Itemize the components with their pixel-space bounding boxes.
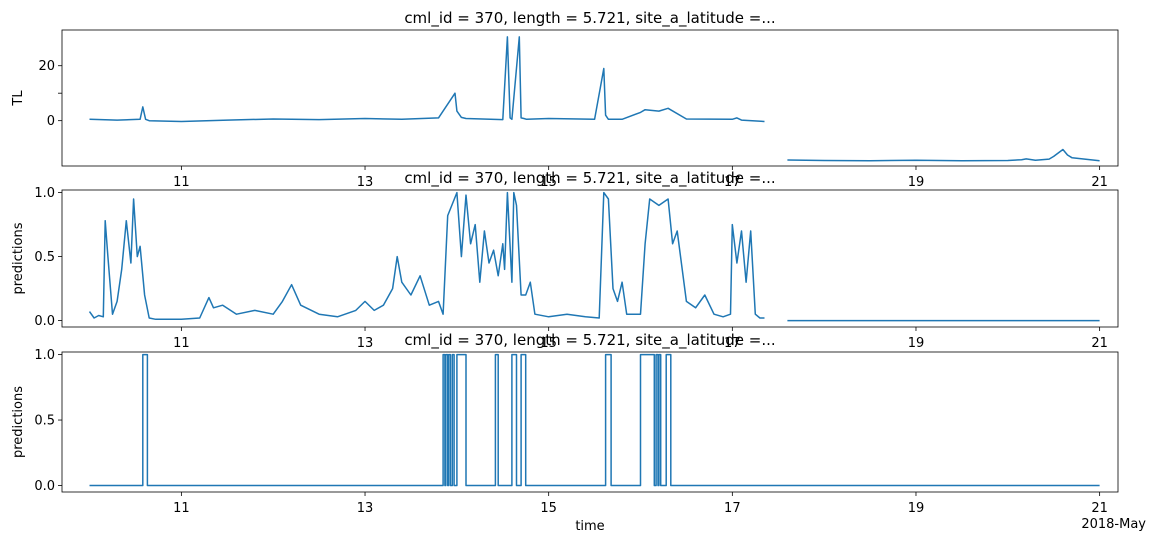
x-tick-label: 17 <box>724 175 741 190</box>
series-line-1 <box>89 36 765 123</box>
y-axis-label: predictions <box>11 222 26 294</box>
step-series-line <box>89 353 1100 487</box>
y-tick-label: 0.5 <box>34 250 55 265</box>
axes-frame <box>61 189 1119 328</box>
y-tick-label: 0.0 <box>34 479 55 494</box>
x-tick-label: 21 <box>1091 501 1108 516</box>
x-tick-label: 11 <box>173 175 190 190</box>
y-tick-label: 1.0 <box>34 186 55 201</box>
chart-title: cml_id = 370, length = 5.721, site_a_lat… <box>404 9 775 28</box>
date-offset-label: 2018-May <box>1081 517 1146 532</box>
y-tick-label: 1.0 <box>34 348 55 363</box>
y-tick-label: 0 <box>47 114 55 129</box>
x-tick-label: 19 <box>908 501 925 516</box>
x-tick-label: 15 <box>540 336 557 351</box>
chart-title: cml_id = 370, length = 5.721, site_a_lat… <box>404 169 775 188</box>
chart-panel-binary-predictions: 11 13 15 17 19 21 0.0 0.5 1.0 predictions cml_id =… <box>11 331 1119 534</box>
axes-frame <box>61 29 1119 167</box>
y-axis-label: TL <box>11 90 26 107</box>
y-tick-label: 0.0 <box>34 314 55 329</box>
y-tick-label: 20 <box>38 59 55 74</box>
x-tick-label: 13 <box>357 175 374 190</box>
x-tick-label: 15 <box>540 175 557 190</box>
x-axis-label: time <box>575 519 604 534</box>
x-tick-label: 11 <box>173 336 190 351</box>
x-tick-label: 17 <box>724 501 741 516</box>
axes-frame <box>61 351 1119 493</box>
x-tick-label: 21 <box>1091 336 1108 351</box>
series-line-2 <box>787 148 1100 162</box>
x-tick-label: 19 <box>908 336 925 351</box>
chart-title: cml_id = 370, length = 5.721, site_a_lat… <box>404 331 775 350</box>
x-tick-label: 17 <box>724 336 741 351</box>
y-tick-label: 0.5 <box>34 414 55 429</box>
x-tick-label: 13 <box>357 501 374 516</box>
chart-panel-tl: 11 13 15 17 19 21 0 20 TL cml_id = 370, length = … <box>11 9 1119 190</box>
x-tick-label: 15 <box>540 501 557 516</box>
x-tick-label: 11 <box>173 501 190 516</box>
chart-panel-raw-predictions: 11 13 15 17 19 21 0.0 0.5 1.0 predictions cml_id =… <box>11 169 1119 351</box>
x-tick-label: 21 <box>1091 175 1108 190</box>
y-axis-label: predictions <box>11 386 26 458</box>
series-line-1 <box>88 191 765 321</box>
x-tick-label: 19 <box>908 175 925 190</box>
x-tick-label: 13 <box>357 336 374 351</box>
